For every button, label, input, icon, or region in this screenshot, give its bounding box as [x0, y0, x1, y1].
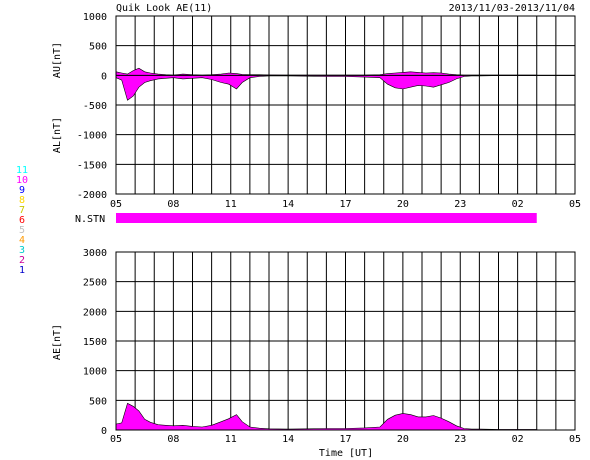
au-al-grid: [116, 15, 575, 195]
x-tick-label: 11: [225, 199, 237, 210]
x-tick-label: 11: [225, 434, 237, 445]
x-tick-label: 20: [397, 434, 409, 445]
x-tick-label: 08: [167, 434, 179, 445]
y-tick-label: -500: [83, 101, 107, 112]
time-axis-label: Time [UT]: [319, 448, 373, 459]
x-tick-label: 02: [512, 199, 524, 210]
y-tick-label: 3000: [83, 248, 107, 259]
au-al-frame: [115, 15, 576, 195]
ae-x-ticks: 05 08 11 14 17 20 23 02 05: [110, 434, 581, 445]
ae-grid: [116, 251, 575, 431]
x-tick-label: 02: [512, 434, 524, 445]
au-al-y-ticks: 1000 500 0 -500 -1000 -1500 -2000: [77, 12, 107, 201]
x-tick-label: 05: [569, 434, 581, 445]
al-axis-label: AL[nT]: [52, 117, 63, 153]
y-tick-label: 0: [101, 71, 107, 82]
legend-number: 4: [19, 235, 25, 246]
legend-number: 6: [19, 215, 25, 226]
y-tick-label: -2000: [77, 190, 107, 201]
x-tick-label: 17: [339, 434, 351, 445]
x-tick-label: 17: [339, 199, 351, 210]
legend-number: 1: [19, 265, 25, 276]
au-al-x-ticks: 05 08 11 14 17 20 23 02 05: [110, 199, 581, 210]
chart-title: Quik Look AE(11): [116, 3, 212, 14]
x-tick-label: 20: [397, 199, 409, 210]
y-tick-label: -1000: [77, 131, 107, 142]
y-tick-label: 500: [89, 396, 107, 407]
legend-number: 9: [19, 185, 25, 196]
legend-number: 8: [19, 195, 25, 206]
nstn-panel: N.STN: [75, 213, 537, 225]
x-tick-label: 05: [569, 199, 581, 210]
y-tick-label: 2000: [83, 307, 107, 318]
x-tick-label: 14: [282, 199, 294, 210]
au-axis-label: AU[nT]: [52, 42, 63, 78]
ae-y-ticks: 3000 2500 2000 1500 1000 500 0: [83, 248, 107, 437]
x-tick-label: 14: [282, 434, 294, 445]
date-range: 2013/11/03-2013/11/04: [449, 3, 575, 14]
ae-axis-label: AE[nT]: [52, 324, 63, 360]
legend-number: 2: [19, 255, 25, 266]
x-tick-label: 05: [110, 434, 122, 445]
al-series: [115, 75, 538, 101]
y-tick-label: 500: [89, 42, 107, 53]
legend-number: 11: [16, 165, 28, 176]
nstn-bar: [116, 213, 537, 223]
au-al-panel: 1000 500 0 -500 -1000 -1500 -2000 05 08 11 14 17 20…: [52, 12, 581, 210]
nstn-label: N.STN: [75, 214, 105, 225]
x-tick-label: 23: [454, 199, 466, 210]
legend-number: 5: [19, 225, 25, 236]
legend-number: 7: [19, 205, 25, 216]
y-tick-label: 1000: [83, 367, 107, 378]
y-tick-label: -1500: [77, 160, 107, 171]
y-tick-label: 0: [101, 426, 107, 437]
ae-frame: [115, 251, 576, 431]
y-tick-label: 1000: [83, 12, 107, 23]
x-tick-label: 05: [110, 199, 122, 210]
y-tick-label: 1500: [83, 337, 107, 348]
ae-series: [115, 402, 538, 431]
x-tick-label: 08: [167, 199, 179, 210]
legend-number: 10: [16, 175, 28, 186]
legend-number: 3: [19, 245, 25, 256]
x-tick-label: 23: [454, 434, 466, 445]
y-tick-label: 2500: [83, 278, 107, 289]
